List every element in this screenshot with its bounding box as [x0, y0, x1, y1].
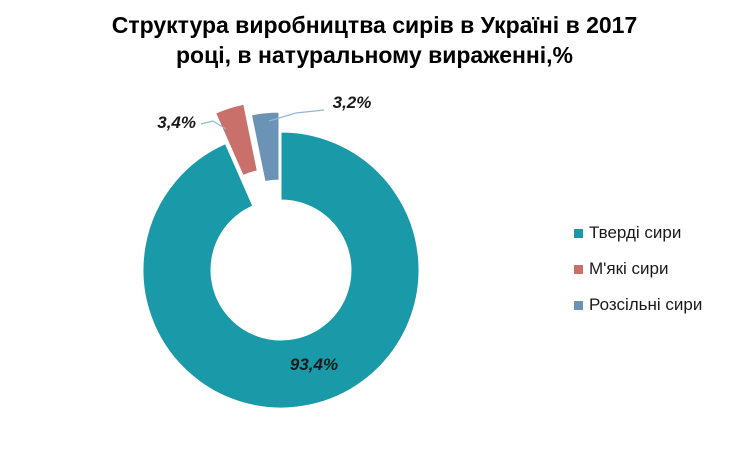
leader-line-3 [268, 109, 325, 122]
legend-label: М'які сири [589, 259, 669, 278]
legend-label: Тверді сири [589, 223, 682, 242]
donut-slice-1 [142, 131, 420, 409]
chart-legend: Тверді сири М'які сири Розсільні сири [574, 215, 749, 323]
donut-slice-3 [250, 111, 280, 183]
leader-line-2 [200, 120, 227, 130]
chart-title: Структура виробництва сирів в Україні в … [111, 12, 638, 68]
legend-swatch [574, 300, 583, 310]
donut-slice-2 [215, 103, 258, 177]
legend-item: М'які сири [574, 251, 749, 287]
data-label-1: 93,4% [290, 355, 338, 374]
data-label-2: 3,4% [157, 113, 196, 132]
data-label-3: 3,2% [333, 93, 372, 112]
legend-swatch [574, 264, 583, 274]
legend-swatch [574, 228, 583, 238]
legend-item: Тверді сири [574, 215, 749, 251]
legend-item: Розсільні сири [574, 287, 749, 323]
legend-label: Розсільні сири [589, 295, 703, 314]
